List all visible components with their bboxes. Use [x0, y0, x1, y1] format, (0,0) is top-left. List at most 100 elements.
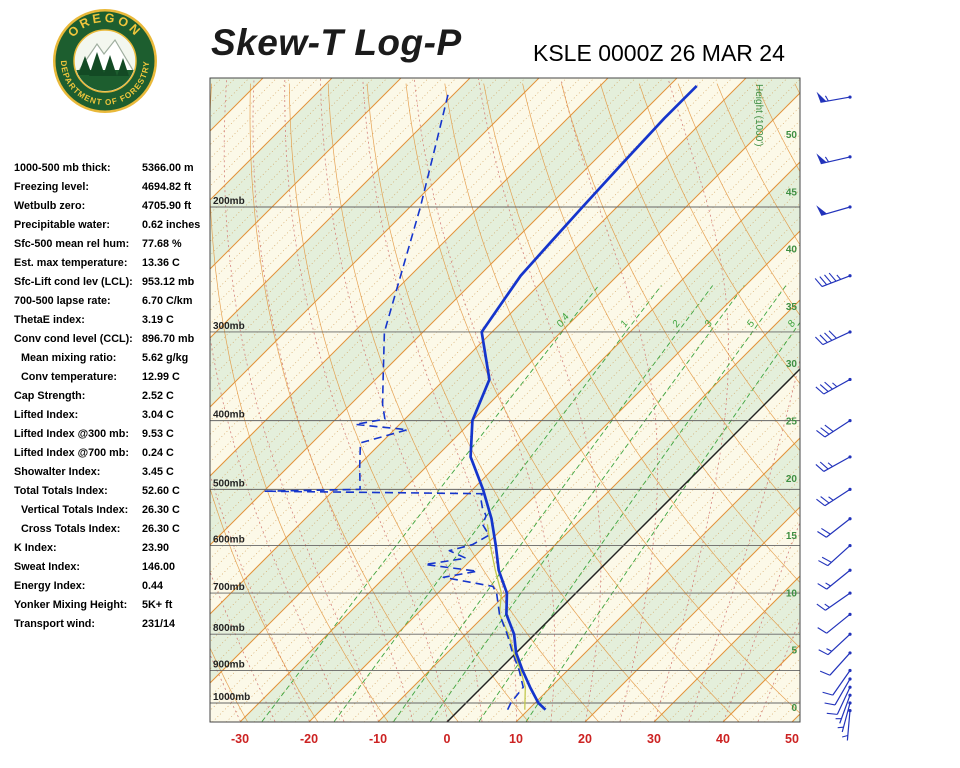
stat-value: 3.45 C [142, 466, 174, 478]
dry-adiabat [522, 83, 800, 583]
stat-value: 3.04 C [142, 409, 174, 421]
mixing-ratio-line [261, 285, 600, 722]
height-tick-label: 10 [786, 588, 798, 599]
stat-label: Transport wind: [14, 618, 95, 630]
moist-adiabat [723, 521, 800, 722]
chart-border [209, 77, 801, 723]
wind-barb [816, 419, 852, 438]
stat-row: ThetaE index: 3.19 C [14, 312, 212, 331]
wind-barb [816, 591, 852, 611]
stat-label: Mean mixing ratio: [21, 352, 117, 364]
wind-barb [814, 272, 852, 288]
stat-row: Total Totals Index: 52.60 C [14, 483, 212, 502]
stat-label: Yonker Mixing Height: [14, 599, 128, 611]
stat-value: 3.19 C [142, 314, 174, 326]
stat-row: Conv temperature: 12.99 C [14, 369, 212, 388]
wind-barb [817, 517, 852, 538]
wind-barb [816, 153, 852, 165]
wind-barb [819, 651, 852, 676]
temperature-line [469, 84, 698, 711]
x-tick-label: 40 [716, 732, 730, 746]
x-tick-label: 0 [444, 732, 451, 746]
isotherm [239, 161, 800, 722]
stat-row: K Index: 23.90 [14, 540, 212, 559]
height-tick-label: 20 [786, 474, 798, 485]
stat-row: Est. max temperature: 13.36 C [14, 255, 212, 274]
stat-label: Cap Strength: [14, 390, 86, 402]
stat-label: Total Totals Index: [14, 485, 108, 497]
wind-barb [817, 568, 852, 590]
stat-label: Sfc-Lift cond lev (LCL): [14, 276, 133, 288]
isotherm [515, 437, 800, 722]
stat-row: Precipitable water: 0.62 inches [14, 217, 212, 236]
stat-row: Sfc-Lift cond lev (LCL): 953.12 mb [14, 274, 212, 293]
mixing-ratio-line [333, 285, 662, 722]
stat-row: Lifted Index @700 mb: 0.24 C [14, 445, 212, 464]
dry-adiabat [483, 83, 800, 649]
isotherm [210, 78, 471, 339]
moist-adiabat [252, 78, 414, 722]
wind-barb [816, 205, 852, 216]
stats-panel: 1000-500 mb thick: 5366.00 m Freezing leve… [14, 160, 212, 635]
stat-value: 0.62 inches [142, 219, 201, 231]
dry-adiabat [444, 83, 800, 714]
height-tick-label: 35 [786, 302, 798, 313]
mixing-ratio-label: 8 [786, 318, 798, 329]
moist-adiabat [413, 78, 556, 722]
stat-value: 0.44 [142, 580, 164, 592]
stat-label: Freezing level: [14, 181, 90, 193]
logo-forest-scene [75, 31, 135, 91]
isotherm [308, 230, 800, 722]
stat-row: Lifted Index: 3.04 C [14, 407, 212, 426]
stat-row: Wetbulb zero: 4705.90 ft [14, 198, 212, 217]
stat-label: 1000-500 mb thick: [14, 162, 111, 174]
isotherm [861, 78, 960, 722]
stat-value: 0.24 C [142, 447, 174, 459]
stat-row: Cap Strength: 2.52 C [14, 388, 212, 407]
chart-labels: 200mb 300mb 400mb 500mb 600mb 700mb 800mb 900mb… [209, 77, 801, 746]
wind-barb [826, 685, 852, 715]
mixing-ratio-line [525, 321, 800, 722]
plot-area [210, 78, 960, 722]
isotherm [653, 575, 800, 722]
wind-barb [815, 330, 852, 346]
dry-adiabat [600, 83, 800, 452]
x-tick-label: -30 [231, 732, 249, 746]
dry-adiabat [210, 647, 248, 722]
isotherm [210, 78, 747, 615]
wind-barb [818, 543, 852, 567]
height-tick-label: 15 [786, 531, 798, 542]
wind-barbs [814, 91, 852, 741]
stat-label: Wetbulb zero: [14, 200, 86, 212]
pressure-label: 700mb [213, 582, 245, 593]
dry-adiabat [561, 83, 800, 518]
stat-row: Energy Index: 0.44 [14, 578, 212, 597]
pressure-label: 600mb [213, 535, 245, 546]
x-tick-label: -10 [369, 732, 387, 746]
stat-row: Showalter Index: 3.45 C [14, 464, 212, 483]
height-tick-label: 30 [786, 359, 798, 370]
wind-barb [824, 677, 852, 706]
isotherm-band [210, 78, 800, 683]
odf-logo: OREGON DEPARTMENT OF FORESTRY [53, 9, 157, 113]
stat-label: Sfc-500 mean rel hum: [14, 238, 130, 250]
dry-adiabat [834, 84, 960, 722]
wind-barb [822, 668, 852, 696]
stat-row: 700-500 lapse rate: 6.70 C/km [14, 293, 212, 312]
dry-adiabat [366, 83, 669, 722]
isotherm [210, 78, 540, 408]
dry-adiabat [638, 83, 800, 385]
stat-value: 896.70 mb [142, 333, 195, 345]
stat-label: Precipitable water: [14, 219, 111, 231]
pressure-label: 300mb [213, 321, 245, 332]
stat-row: Lifted Index @300 mb: 9.53 C [14, 426, 212, 445]
moist-adiabat [223, 78, 379, 722]
dry-adiabat [327, 83, 599, 722]
pressure-label: 1000mb [213, 692, 250, 703]
station-datetime: KSLE 0000Z 26 MAR 24 [533, 40, 785, 66]
pressure-label: 800mb [213, 623, 245, 634]
pressure-label: 400mb [213, 410, 245, 421]
stat-value: 9.53 C [142, 428, 174, 440]
pressure-label: 900mb [213, 660, 245, 671]
wind-barb [842, 709, 852, 741]
